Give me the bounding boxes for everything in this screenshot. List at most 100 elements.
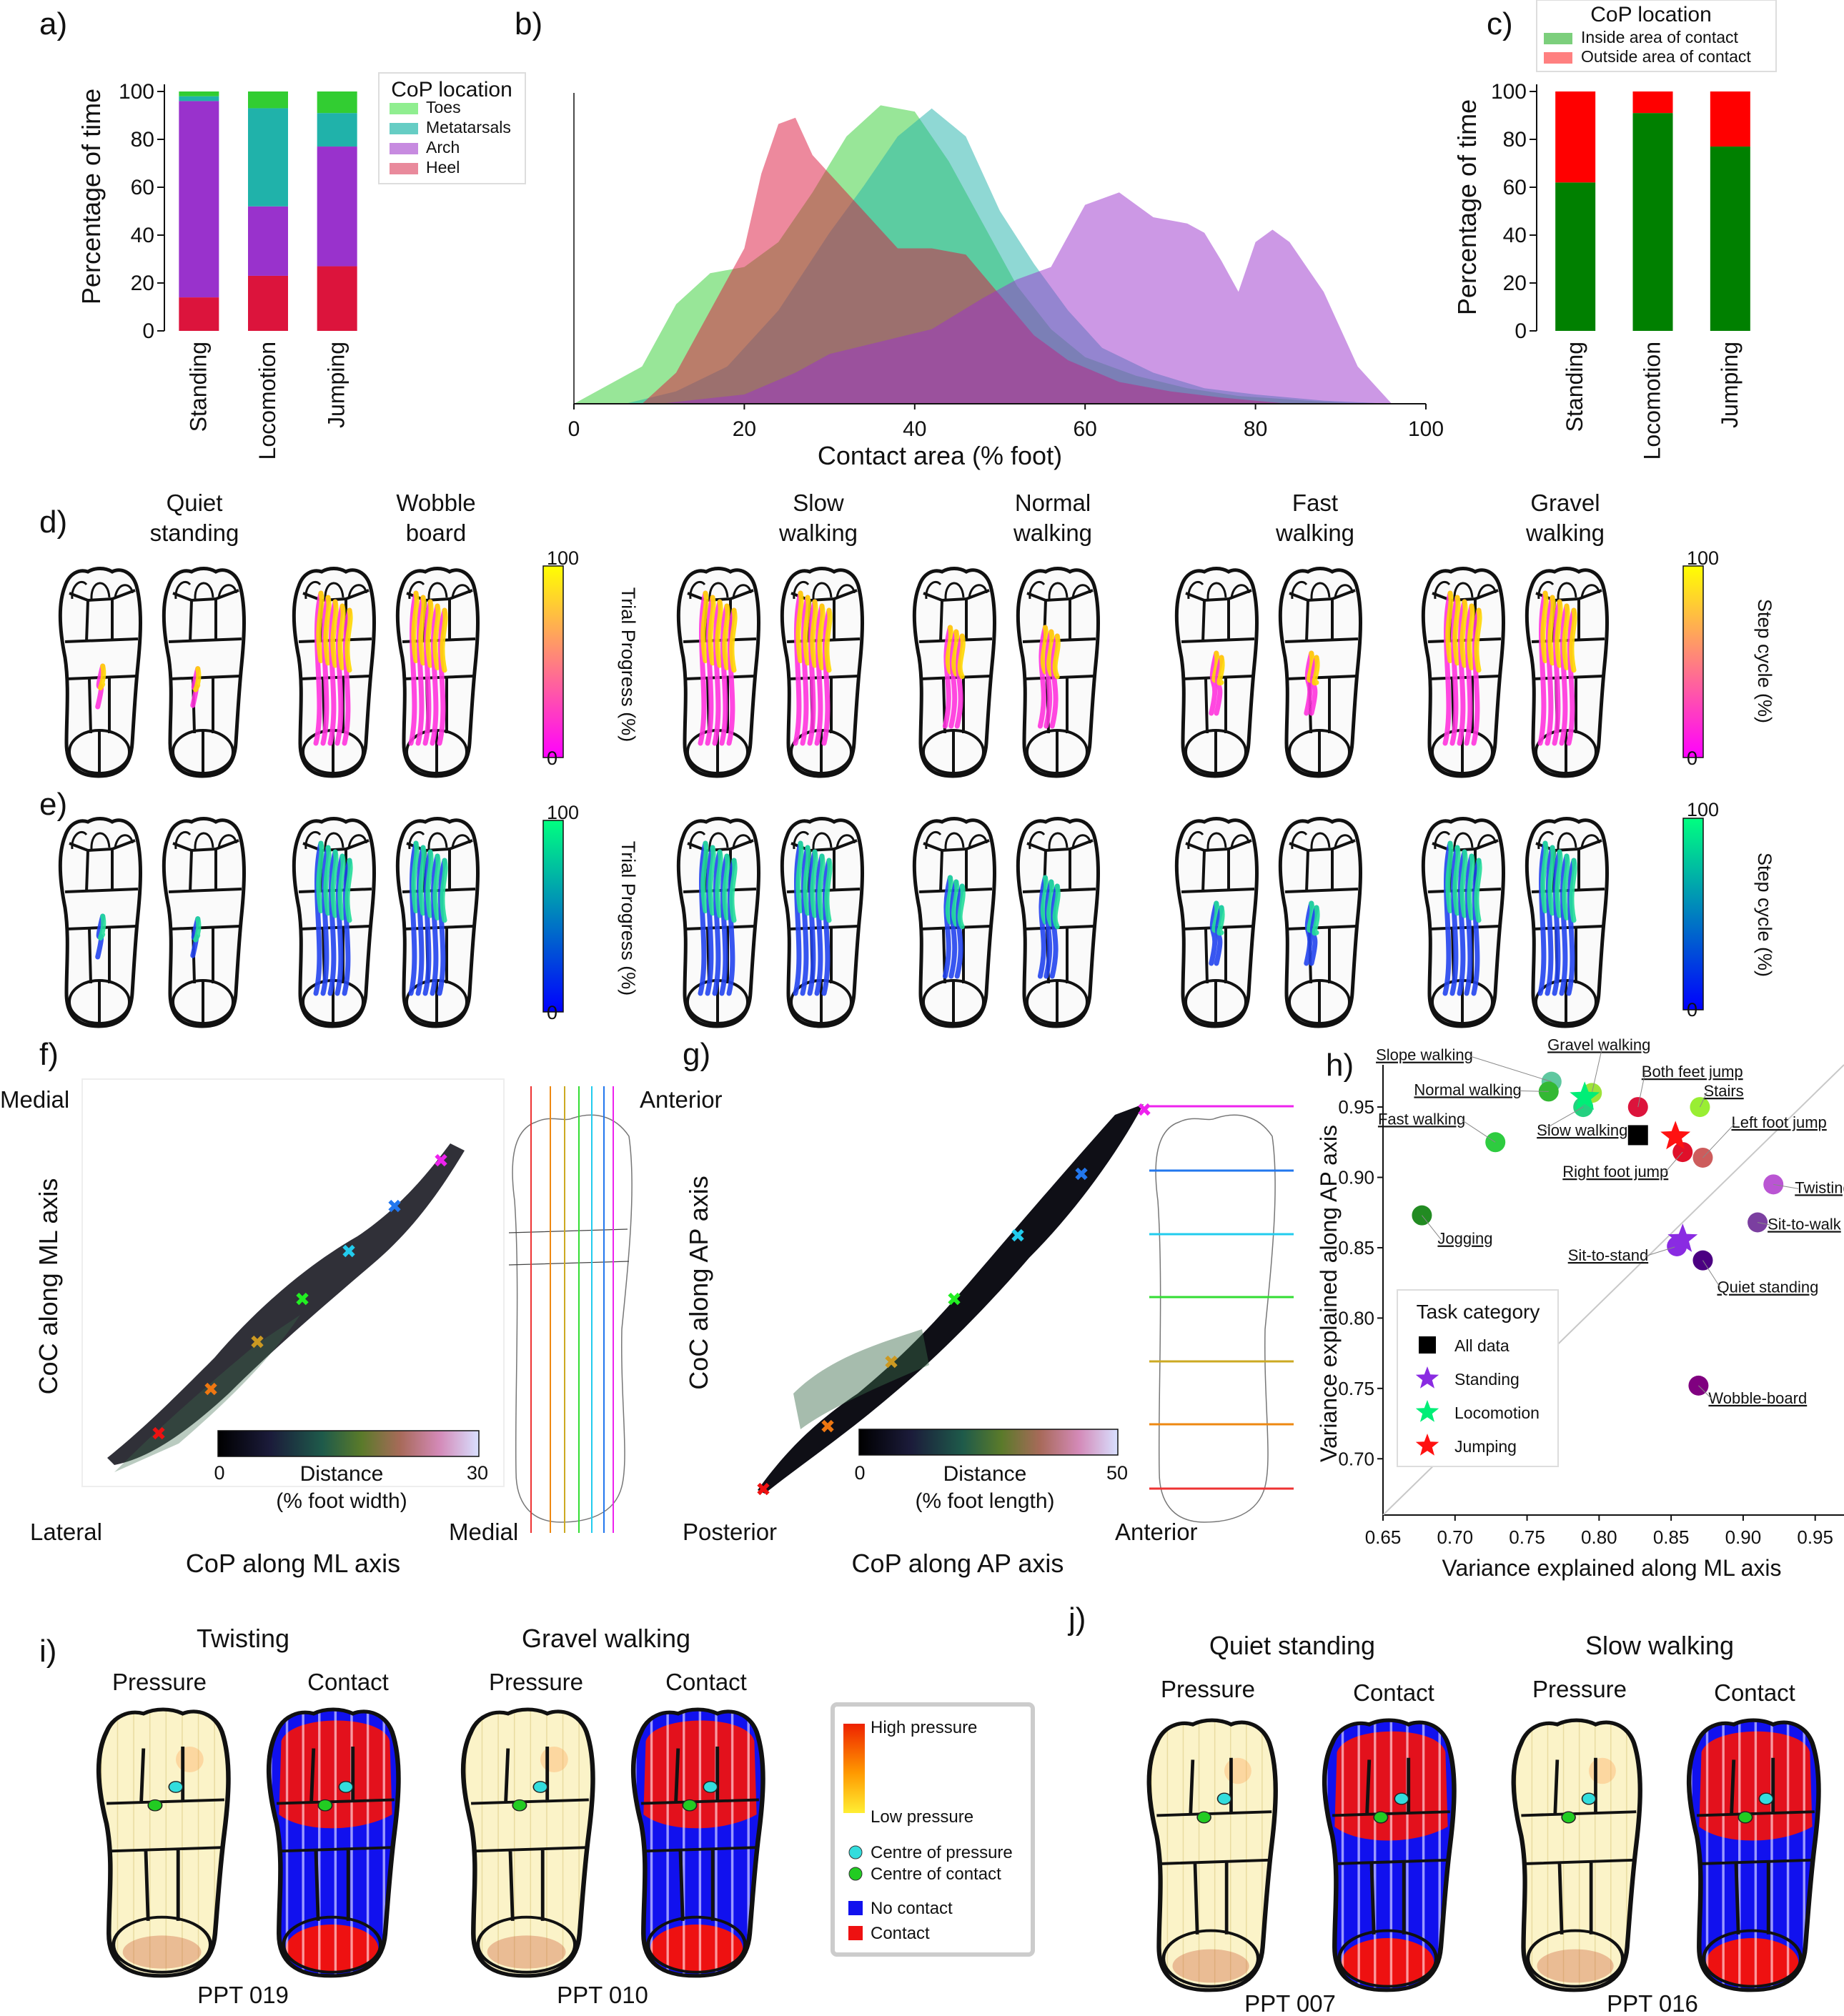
c-bar-inside-area-of-contact <box>1555 182 1596 331</box>
g-crosses: ✖ ✖ ✖ ✖ ✖ ✖ ✖ <box>755 1099 1152 1500</box>
i-legend-contact: Contact <box>871 1924 930 1943</box>
a-category-label: Standing <box>185 342 211 432</box>
d-trajectory <box>1216 655 1225 686</box>
h-point-label: Slow walking <box>1537 1121 1627 1139</box>
e-trajectory <box>942 875 953 979</box>
a-legend-swatch <box>390 103 418 114</box>
e-trajectory <box>342 858 352 996</box>
a-legend-swatch <box>390 123 418 134</box>
d-trajectory <box>945 625 953 675</box>
g-cross: ✖ <box>1010 1225 1026 1246</box>
a-bar-arch <box>179 101 219 298</box>
a-category-label: Locomotion <box>254 342 280 460</box>
e-trajectory <box>722 853 730 920</box>
e-trajectory <box>1452 845 1461 916</box>
f-crosses: ✖ ✖ ✖ ✖ ✖ ✖ ✖ <box>151 1150 449 1444</box>
e-trajectory <box>945 875 953 925</box>
h-leader-line <box>1637 1072 1646 1108</box>
j-foot-pressure-1-outline <box>1146 1718 1278 1992</box>
e-cbr-label: Step cycle (%) <box>1754 853 1775 977</box>
g-density-halo <box>793 1329 929 1429</box>
d-trajectory <box>1044 629 1054 729</box>
e-trajectory <box>418 845 427 916</box>
j-title-slow: Slow walking <box>1585 1631 1734 1660</box>
b-xtick-label: 0 <box>568 417 580 441</box>
e-feet <box>60 819 1607 1027</box>
h-point-label: Right foot jump <box>1562 1163 1668 1181</box>
e-trajectory <box>432 853 441 920</box>
f-cb-sublabel: (% foot width) <box>276 1489 407 1513</box>
e-trajectory <box>698 840 708 996</box>
j-foot-pressure-2-cop-dot <box>1581 1792 1597 1805</box>
e-foot <box>164 819 244 1027</box>
d-trajectory <box>430 603 440 746</box>
e-trajectory <box>1457 849 1467 996</box>
c-bar-outside-area-of-contact <box>1555 91 1596 183</box>
f-cross: ✖ <box>433 1150 449 1171</box>
d-trajectory <box>316 590 324 663</box>
f-x-end-medial: Medial <box>449 1519 518 1545</box>
i-foot-contact-1-contact-region <box>279 1720 392 1829</box>
j-foot-contact-2-heel-ring <box>1702 1929 1803 1988</box>
c-ytick-label: 0 <box>1515 319 1527 343</box>
j-foot-pressure-2-pressure-region <box>1589 1757 1616 1784</box>
d-trajectory <box>422 599 433 746</box>
h-star-standing <box>1667 1223 1698 1252</box>
d-trajectory <box>942 625 953 729</box>
e-trajectory <box>957 883 966 930</box>
d-trajectory <box>344 607 353 673</box>
i-foot-pressure-2-cop-dot <box>532 1781 548 1793</box>
f-cb-label: Distance <box>300 1462 384 1486</box>
h-leader-line <box>1702 1123 1735 1158</box>
d-trajectory <box>408 590 419 746</box>
j-foot-contact-1-segments <box>1332 1757 1450 1935</box>
i-foot-pressure-2 <box>460 1707 595 1978</box>
d-trajectory <box>719 603 730 746</box>
d-trajectory <box>1471 607 1482 746</box>
e-trajectory <box>1545 845 1555 996</box>
h-point-label: Slope walking <box>1376 1046 1473 1064</box>
i-foot-pressure-1-cop-dot <box>168 1781 184 1793</box>
i-legend-pressure-gradient <box>843 1724 865 1813</box>
i-legend-coc: Centre of contact <box>871 1864 1001 1884</box>
e-trajectory <box>800 845 811 996</box>
i-foot-pressure-1-segments <box>106 1747 224 1921</box>
a-category-label: Jumping <box>324 342 350 428</box>
d-trajectory <box>440 607 448 673</box>
b-xtick-label: 20 <box>733 417 756 441</box>
e-colorbar-left: 100 0 Trial Progress (%) <box>542 802 639 1023</box>
h-leader-line <box>1664 1151 1683 1173</box>
h-axes: 0.65 0.70 0.75 0.80 0.85 0.90 0.95 0.70 0.75 0.80… <box>1338 1064 1844 1548</box>
c-category-label: Locomotion <box>1640 342 1665 460</box>
h-points: Slope walking Gravel walking Normal walkin… <box>1376 1036 1844 1407</box>
d-feet <box>60 569 1607 777</box>
j-foot-pressure-2-heel-ring <box>1526 1929 1625 1988</box>
e-trajectory <box>320 845 331 996</box>
e-trajectory <box>440 858 448 923</box>
i-foot-pressure-2-heel-ring <box>476 1915 577 1974</box>
j-title-quiet: Quiet standing <box>1209 1631 1375 1660</box>
a-bar-heel <box>248 275 288 331</box>
i-foot-pressure-1-pressure-region <box>176 1747 204 1772</box>
h-xtick-label: 0.75 <box>1509 1526 1545 1548</box>
j-foot-contact-2-cop-dot <box>1758 1792 1774 1805</box>
d-condition-title: board <box>406 520 466 546</box>
d-condition-title: walking <box>778 520 858 546</box>
d-trajectory <box>807 599 818 746</box>
c-legend-entry: Inside area of contact <box>1581 28 1739 46</box>
e-trajectory <box>327 849 338 996</box>
f-xlabel: CoP along ML axis <box>186 1549 400 1578</box>
j-foot-contact-2-contact-region <box>1706 1938 1799 1987</box>
e-trajectory <box>1209 900 1219 966</box>
f-ylabel: CoC along ML axis <box>34 1178 63 1395</box>
d-titles: Quiet standing Wobble board Slow walking Norma… <box>150 490 1605 546</box>
j-foot-pressure-2-segments <box>1521 1757 1637 1935</box>
i-legend-nocontact-swatch <box>848 1901 863 1915</box>
h-legend-marker <box>1415 1400 1439 1422</box>
h-leader-line <box>1469 1056 1552 1083</box>
e-trajectory <box>948 879 959 979</box>
b-xtick-label: 100 <box>1408 417 1444 441</box>
i-legend-cop-dot <box>848 1845 863 1859</box>
j-ppt-2: PPT 016 <box>1607 1990 1698 2016</box>
